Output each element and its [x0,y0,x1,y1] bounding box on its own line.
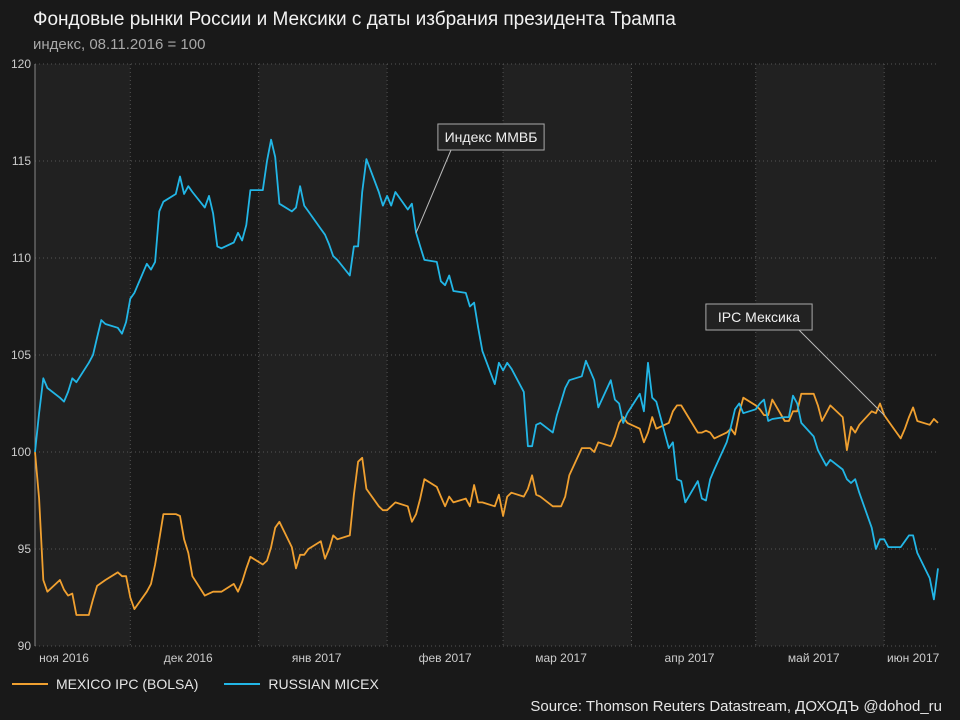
y-axis: 90 95 100 105 110 115 120 [11,57,36,653]
x-tick-label-6: май 2017 [788,651,840,665]
x-tick-label-5: апр 2017 [665,651,715,665]
annotation-leader-1 [798,329,885,416]
chart-title: Фондовые рынки России и Мексики с даты и… [33,9,676,30]
y-tick-label-95: 95 [18,542,32,556]
series-lines [34,138,939,616]
source-note: Source: Thomson Reuters Datastream, ДОХО… [530,698,942,715]
y-tick-label-105: 105 [11,348,31,362]
legend: MEXICO IPC (BOLSA) RUSSIAN MICEX [12,676,405,692]
annotation-label-1: IPC Мексика [718,309,800,325]
x-tick-label-0: ноя 2016 [39,651,89,665]
x-tick-label-1: дек 2016 [164,651,213,665]
annotations: Индекс ММВБ IPC Мексика [415,123,885,416]
annotation-box-1 [705,303,813,331]
annotation-label-0: Индекс ММВБ [445,129,538,145]
y-tick-label-90: 90 [18,639,32,653]
legend-swatch-mexico [12,683,48,685]
y-tick-label-110: 110 [12,251,31,265]
y-tick-label-100: 100 [11,445,31,459]
annotation-leader-0 [415,149,452,233]
y-tick-label-120: 120 [11,57,31,71]
annotation-box-0 [437,123,545,151]
x-axis: ноя 2016 дек 2016 янв 2017 фев 2017 мар 2017… [39,651,940,665]
x-tick-label-3: фев 2017 [419,651,472,665]
x-tick-label-4: мар 2017 [535,651,587,665]
y-tick-label-115: 115 [12,154,31,168]
month-band-0 [35,64,131,646]
legend-label-mexico: MEXICO IPC (BOLSA) [56,676,199,692]
series-line-russia [34,138,939,601]
chart-subtitle: индекс, 08.11.2016 = 100 [33,36,206,53]
x-tick-label-2: янв 2017 [292,651,342,665]
legend-item-mexico: MEXICO IPC (BOLSA) [12,676,198,692]
legend-item-russia: RUSSIAN MICEX [224,676,379,692]
series-line-mexico [34,392,939,616]
x-tick-label-7: июн 2017 [887,651,940,665]
legend-label-russia: RUSSIAN MICEX [268,676,379,692]
grid-lines [35,63,938,647]
legend-swatch-russia [224,683,261,685]
